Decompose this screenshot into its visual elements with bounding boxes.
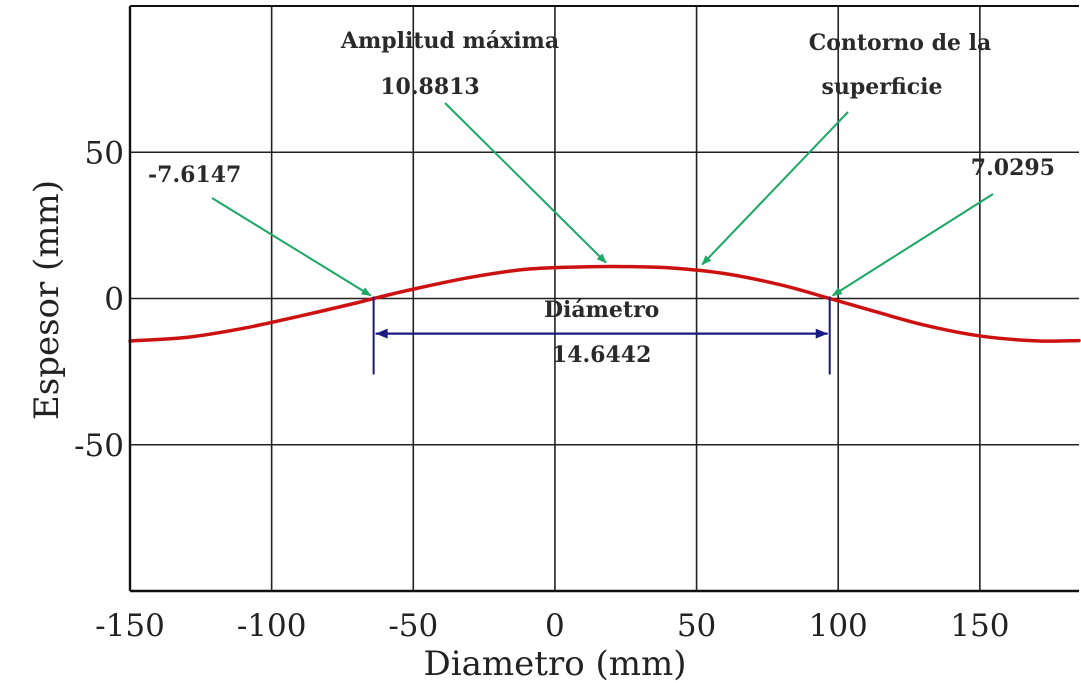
y-tick-label: -50 [74,428,124,464]
plot-frame [128,5,1079,593]
x-tick-label: -50 [388,608,438,644]
surface-contour-line [128,264,1081,343]
grid [129,6,1079,591]
amplitude-arrow [444,102,607,264]
diameter-label: Diámetro [544,297,659,323]
contour-arrow [701,111,849,266]
x-tick-label: 0 [545,608,565,644]
y-axis-title: Espesor (mm) [27,180,67,420]
curve-layer [128,264,1081,343]
right-zero-value: 7.0295 [971,155,1055,181]
x-tick-label: 100 [809,608,868,644]
y-tick-label: 50 [85,135,124,171]
annotation-layer: Amplitud máxima 10.8813 Contorno de la supe… [148,28,1055,375]
left-zero-arrow [211,197,372,297]
amplitude-label: Amplitud máxima [340,28,559,54]
left-zero-value: -7.6147 [148,162,241,188]
y-tick-label: 0 [104,282,124,318]
tick-labels: -150 -100 -50 0 50 100 150 -50 0 50 [74,135,1009,644]
right-zero-arrow [831,193,994,297]
contour-label-line2: superficie [821,74,942,100]
contour-label-line1: Contorno de la [809,30,992,56]
diameter-value: 14.6442 [552,342,652,368]
x-axis-title: Diametro (mm) [424,644,687,683]
x-tick-label: 50 [677,608,716,644]
x-tick-label: -100 [237,608,307,644]
amplitude-value: 10.8813 [380,74,480,100]
x-tick-label: -150 [95,608,165,644]
x-tick-label: 150 [950,608,1009,644]
